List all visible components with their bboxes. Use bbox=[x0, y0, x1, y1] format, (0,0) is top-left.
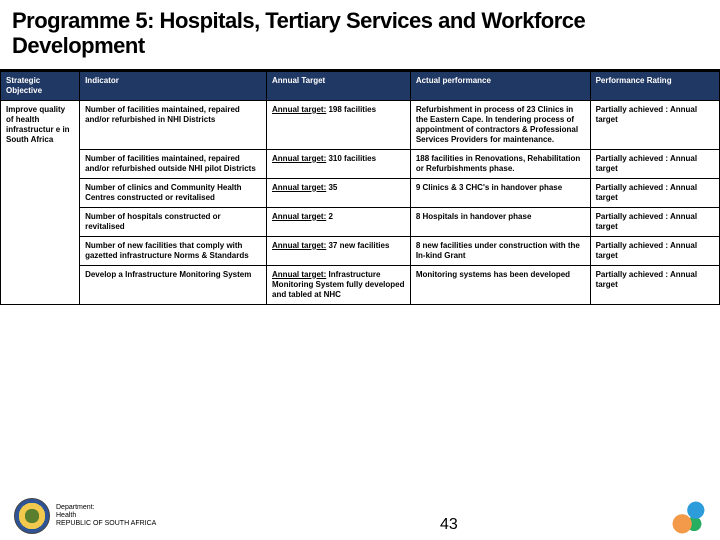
strategic-objective-cell: Improve quality of health infrastructur … bbox=[1, 100, 80, 304]
target-value: 37 new facilities bbox=[328, 241, 389, 250]
crest-icon bbox=[14, 498, 50, 534]
col-performance-rating: Performance Rating bbox=[590, 71, 719, 100]
partner-logo-icon bbox=[672, 500, 706, 534]
rating-cell: Partially achieved : Annual target bbox=[590, 100, 719, 149]
slide: Programme 5: Hospitals, Tertiary Service… bbox=[0, 0, 720, 540]
table-row: Number of hospitals constructed or revit… bbox=[1, 207, 720, 236]
indicator-cell: Develop a Infrastructure Monitoring Syst… bbox=[80, 265, 267, 304]
target-label: Annual target: bbox=[272, 212, 326, 221]
rating-cell: Partially achieved : Annual target bbox=[590, 207, 719, 236]
target-label: Annual target: bbox=[272, 154, 326, 163]
actual-cell: Monitoring systems has been developed bbox=[410, 265, 590, 304]
target-label: Annual target: bbox=[272, 105, 326, 114]
target-label: Annual target: bbox=[272, 270, 326, 279]
actual-cell: 188 facilities in Renovations, Rehabilit… bbox=[410, 149, 590, 178]
page-number: 43 bbox=[440, 516, 458, 534]
col-strategic-objective: Strategic Objective bbox=[1, 71, 80, 100]
target-label: Annual target: bbox=[272, 241, 326, 250]
actual-cell: 9 Clinics & 3 CHC's in handover phase bbox=[410, 178, 590, 207]
indicator-cell: Number of new facilities that comply wit… bbox=[80, 236, 267, 265]
page-title: Programme 5: Hospitals, Tertiary Service… bbox=[12, 8, 708, 59]
col-annual-target: Annual Target bbox=[267, 71, 411, 100]
target-cell: Annual target: 37 new facilities bbox=[267, 236, 411, 265]
target-cell: Annual target: 310 facilities bbox=[267, 149, 411, 178]
table-row: Develop a Infrastructure Monitoring Syst… bbox=[1, 265, 720, 304]
target-label: Annual target: bbox=[272, 183, 326, 192]
target-cell: Annual target: 198 facilities bbox=[267, 100, 411, 149]
rating-cell: Partially achieved : Annual target bbox=[590, 236, 719, 265]
dept-line: Health bbox=[56, 512, 156, 520]
target-cell: Annual target: Infrastructure Monitoring… bbox=[267, 265, 411, 304]
performance-table: Strategic Objective Indicator Annual Tar… bbox=[0, 71, 720, 305]
indicator-cell: Number of hospitals constructed or revit… bbox=[80, 207, 267, 236]
target-value: 35 bbox=[328, 183, 337, 192]
actual-cell: Refurbishment in process of 23 Clinics i… bbox=[410, 100, 590, 149]
indicator-cell: Number of facilities maintained, repaire… bbox=[80, 149, 267, 178]
col-indicator: Indicator bbox=[80, 71, 267, 100]
dept-line: REPUBLIC OF SOUTH AFRICA bbox=[56, 520, 156, 528]
rating-cell: Partially achieved : Annual target bbox=[590, 265, 719, 304]
table-row: Number of clinics and Community Health C… bbox=[1, 178, 720, 207]
target-value: 310 facilities bbox=[328, 154, 376, 163]
indicator-cell: Number of clinics and Community Health C… bbox=[80, 178, 267, 207]
actual-cell: 8 Hospitals in handover phase bbox=[410, 207, 590, 236]
dept-line: Department: bbox=[56, 504, 156, 512]
target-value: 2 bbox=[328, 212, 332, 221]
rating-cell: Partially achieved : Annual target bbox=[590, 178, 719, 207]
target-cell: Annual target: 2 bbox=[267, 207, 411, 236]
table-row: Number of facilities maintained, repaire… bbox=[1, 149, 720, 178]
table-row: Improve quality of health infrastructur … bbox=[1, 100, 720, 149]
table-row: Number of new facilities that comply wit… bbox=[1, 236, 720, 265]
title-bar: Programme 5: Hospitals, Tertiary Service… bbox=[0, 0, 720, 71]
indicator-cell: Number of facilities maintained, repaire… bbox=[80, 100, 267, 149]
table-header-row: Strategic Objective Indicator Annual Tar… bbox=[1, 71, 720, 100]
department-block: Department: Health REPUBLIC OF SOUTH AFR… bbox=[56, 504, 156, 527]
target-cell: Annual target: 35 bbox=[267, 178, 411, 207]
actual-cell: 8 new facilities under construction with… bbox=[410, 236, 590, 265]
footer-left: Department: Health REPUBLIC OF SOUTH AFR… bbox=[14, 498, 156, 534]
col-actual-performance: Actual performance bbox=[410, 71, 590, 100]
footer: Department: Health REPUBLIC OF SOUTH AFR… bbox=[0, 498, 720, 536]
target-value: 198 facilities bbox=[328, 105, 376, 114]
rating-cell: Partially achieved : Annual target bbox=[590, 149, 719, 178]
